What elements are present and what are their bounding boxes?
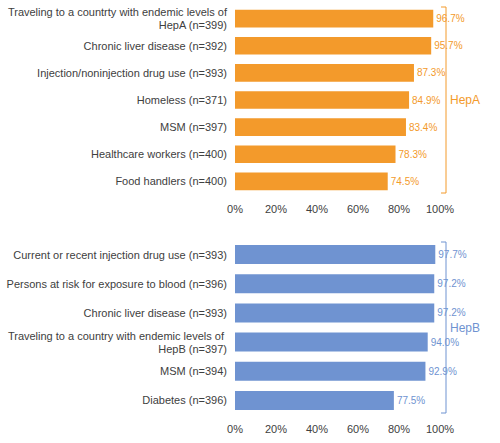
- svg-text:Healthcare workers (n=400): Healthcare workers (n=400): [91, 148, 227, 160]
- svg-text:74.5%: 74.5%: [391, 176, 419, 187]
- svg-text:83.4%: 83.4%: [409, 122, 437, 133]
- svg-text:Injection/noninjection drug us: Injection/noninjection drug use (n=393): [37, 67, 227, 79]
- svg-text:80%: 80%: [388, 203, 410, 215]
- svg-text:Chronic liver disease (n=392): Chronic liver disease (n=392): [84, 40, 227, 52]
- svg-text:Traveling to a countrty with e: Traveling to a countrty with endemic lev…: [8, 6, 228, 18]
- svg-text:96.7%: 96.7%: [436, 13, 464, 24]
- svg-text:Chronic liver disease (n=393): Chronic liver disease (n=393): [84, 307, 227, 319]
- svg-text:Homeless (n=371): Homeless (n=371): [137, 94, 227, 106]
- svg-text:80%: 80%: [388, 423, 410, 435]
- svg-text:MSM (n=394): MSM (n=394): [160, 365, 227, 377]
- svg-text:95.7%: 95.7%: [434, 40, 462, 51]
- svg-text:MSM (n=397): MSM (n=397): [160, 121, 227, 133]
- svg-text:40%: 40%: [306, 423, 328, 435]
- svg-text:Diabetes (n=396): Diabetes (n=396): [142, 394, 227, 406]
- svg-text:Food handlers (n=400): Food handlers (n=400): [115, 175, 227, 187]
- svg-text:60%: 60%: [347, 423, 369, 435]
- svg-text:HepA: HepA: [450, 93, 480, 107]
- svg-text:0%: 0%: [227, 203, 243, 215]
- svg-text:94.0%: 94.0%: [431, 337, 459, 348]
- svg-text:87.3%: 87.3%: [417, 67, 445, 78]
- svg-text:97.7%: 97.7%: [438, 249, 466, 260]
- svg-text:0%: 0%: [227, 423, 243, 435]
- svg-text:HepB: HepB: [450, 321, 480, 335]
- svg-text:77.5%: 77.5%: [397, 395, 425, 406]
- svg-text:100%: 100%: [426, 203, 454, 215]
- svg-text:HepA (n=399): HepA (n=399): [156, 19, 227, 31]
- svg-text:97.2%: 97.2%: [437, 278, 465, 289]
- svg-text:Traveling to a country with en: Traveling to a country with endemic leve…: [8, 330, 227, 342]
- svg-text:100%: 100%: [426, 423, 454, 435]
- svg-text:92.9%: 92.9%: [428, 366, 456, 377]
- svg-text:60%: 60%: [347, 203, 369, 215]
- svg-text:20%: 20%: [265, 203, 287, 215]
- svg-text:HepB (n=397): HepB (n=397): [158, 343, 227, 355]
- svg-text:84.9%: 84.9%: [412, 95, 440, 106]
- svg-text:Persons at risk for exposure t: Persons at risk for exposure to blood (n…: [7, 278, 227, 290]
- svg-text:97.2%: 97.2%: [437, 307, 465, 318]
- svg-text:40%: 40%: [306, 203, 328, 215]
- svg-text:Current or recent injection dr: Current or recent injection drug use (n=…: [13, 249, 227, 261]
- svg-text:78.3%: 78.3%: [399, 149, 427, 160]
- svg-text:20%: 20%: [265, 423, 287, 435]
